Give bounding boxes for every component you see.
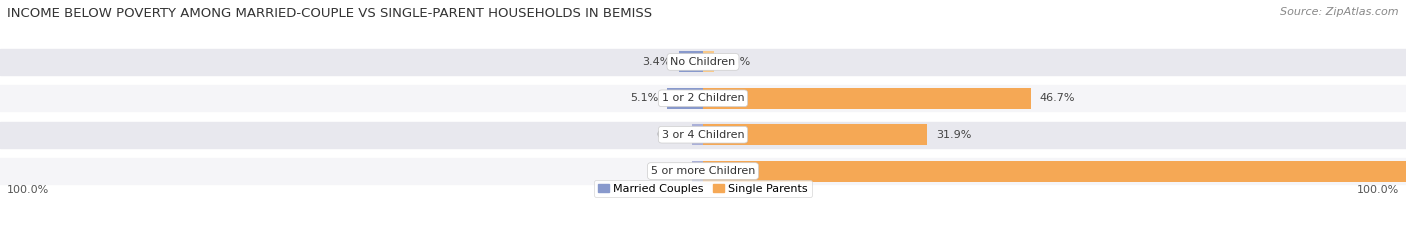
Text: 5.1%: 5.1% xyxy=(630,93,658,103)
Bar xyxy=(693,161,703,182)
Text: 100.0%: 100.0% xyxy=(7,185,49,195)
Bar xyxy=(693,124,703,145)
Text: 0.0%: 0.0% xyxy=(655,166,685,176)
Text: 3 or 4 Children: 3 or 4 Children xyxy=(662,130,744,140)
Bar xyxy=(703,124,928,145)
Text: 5 or more Children: 5 or more Children xyxy=(651,166,755,176)
Bar xyxy=(703,88,1032,109)
Bar xyxy=(679,51,703,72)
Legend: Married Couples, Single Parents: Married Couples, Single Parents xyxy=(595,180,811,197)
Bar xyxy=(0,85,1406,111)
Text: No Children: No Children xyxy=(671,57,735,67)
Bar xyxy=(703,51,713,72)
Text: Source: ZipAtlas.com: Source: ZipAtlas.com xyxy=(1281,7,1399,17)
Text: 0.0%: 0.0% xyxy=(655,130,685,140)
Text: 100.0%: 100.0% xyxy=(1357,185,1399,195)
Text: 3.4%: 3.4% xyxy=(643,57,671,67)
Bar xyxy=(0,122,1406,148)
Text: 46.7%: 46.7% xyxy=(1040,93,1076,103)
Bar xyxy=(668,88,703,109)
Bar xyxy=(0,158,1406,184)
Bar xyxy=(0,49,1406,75)
Text: INCOME BELOW POVERTY AMONG MARRIED-COUPLE VS SINGLE-PARENT HOUSEHOLDS IN BEMISS: INCOME BELOW POVERTY AMONG MARRIED-COUPL… xyxy=(7,7,652,20)
Bar xyxy=(703,161,1406,182)
Text: 0.0%: 0.0% xyxy=(723,57,751,67)
Text: 31.9%: 31.9% xyxy=(936,130,972,140)
Text: 1 or 2 Children: 1 or 2 Children xyxy=(662,93,744,103)
